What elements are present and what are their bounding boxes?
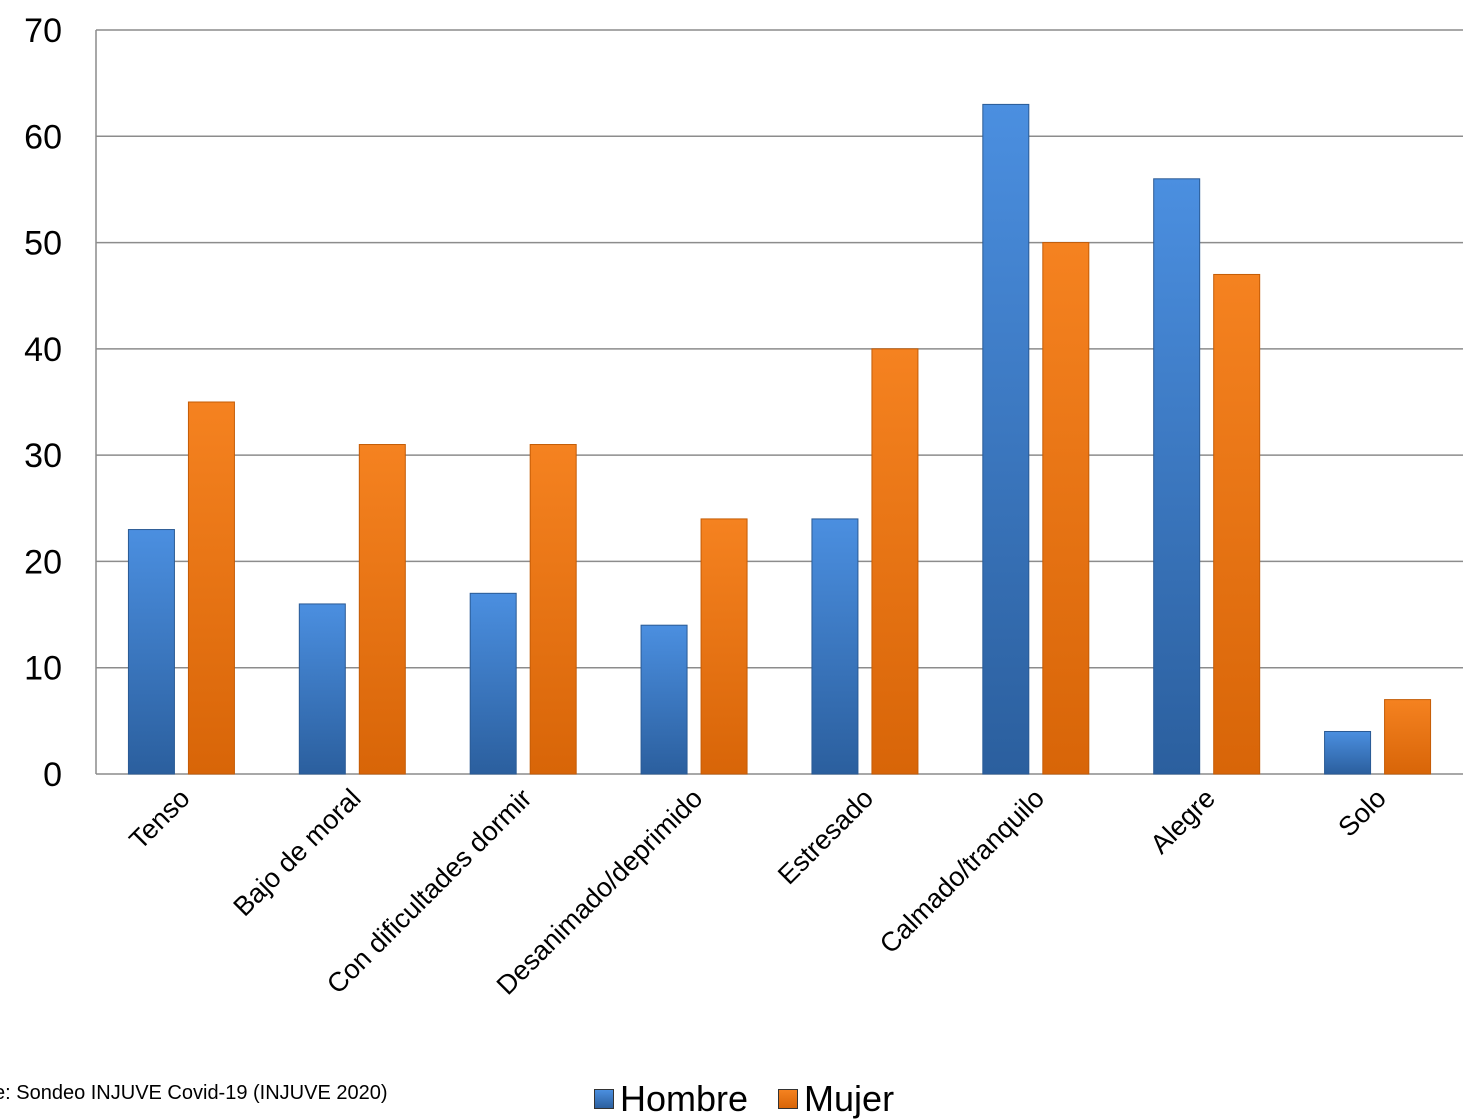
bar-hombre-0 xyxy=(127,529,175,775)
y-axis-ticks: 0 10 20 30 40 50 60 70 xyxy=(24,12,62,794)
y-tick-label: 70 xyxy=(24,12,62,50)
bar-hombre-5 xyxy=(982,103,1030,775)
legend-swatch-hombre xyxy=(594,1089,614,1109)
x-category-label: Bajo de moral xyxy=(228,783,367,922)
legend-label-mujer: Mujer xyxy=(804,1078,895,1119)
bar-hombre-7 xyxy=(1324,730,1372,775)
y-tick-label: 10 xyxy=(24,650,62,688)
x-category-label: Estresado xyxy=(772,783,879,890)
bars xyxy=(127,103,1432,775)
bar-mujer-2 xyxy=(529,444,577,775)
legend: Hombre Mujer xyxy=(594,1078,924,1120)
bar-mujer-3 xyxy=(700,518,748,775)
legend-label-hombre: Hombre xyxy=(620,1078,749,1119)
legend-item-hombre: Hombre xyxy=(594,1078,748,1120)
bar-hombre-1 xyxy=(298,603,346,775)
y-tick-label: 40 xyxy=(24,331,62,369)
bar-mujer-7 xyxy=(1384,699,1432,775)
bar-hombre-2 xyxy=(469,592,517,775)
y-tick-label: 60 xyxy=(24,118,62,156)
bar-hombre-3 xyxy=(640,624,688,775)
x-category-label: Tenso xyxy=(124,783,196,855)
bar-hombre-4 xyxy=(811,518,859,775)
x-category-label: Solo xyxy=(1332,783,1391,842)
bar-hombre-6 xyxy=(1153,178,1201,775)
y-tick-label: 20 xyxy=(24,543,62,581)
bar-mujer-0 xyxy=(187,401,235,775)
x-category-label: Alegre xyxy=(1145,783,1221,859)
legend-swatch-mujer xyxy=(778,1089,799,1109)
legend-item-mujer: Mujer xyxy=(778,1078,894,1120)
y-tick-label: 30 xyxy=(24,437,62,475)
source-note: e: Sondeo INJUVE Covid-19 (INJUVE 2020) xyxy=(0,1082,388,1104)
bar-mujer-5 xyxy=(1042,242,1090,775)
y-tick-label: 0 xyxy=(43,756,62,794)
bar-mujer-4 xyxy=(871,348,919,775)
y-tick-label: 50 xyxy=(24,225,62,263)
bar-mujer-6 xyxy=(1213,273,1261,775)
bar-mujer-1 xyxy=(358,444,406,775)
x-category-label: Calmado/tranquilo xyxy=(874,783,1050,959)
